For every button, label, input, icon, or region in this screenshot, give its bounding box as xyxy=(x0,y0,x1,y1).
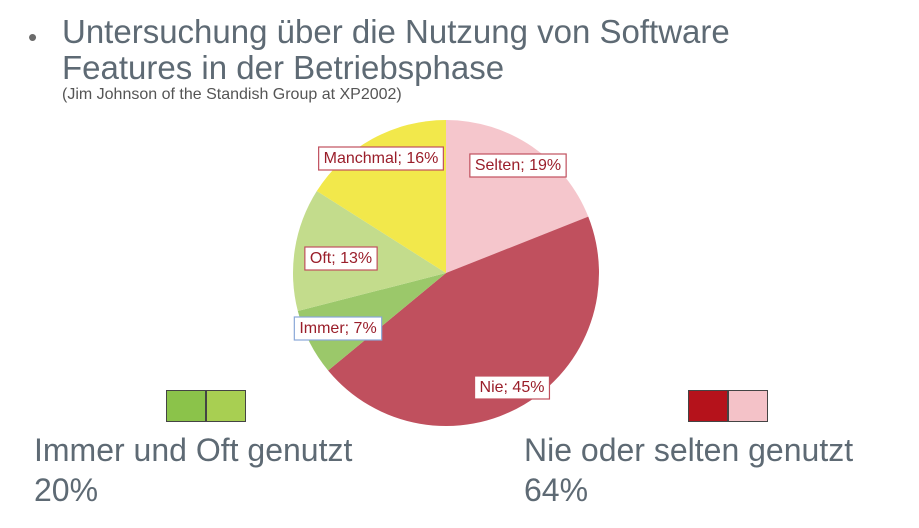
slice-label-box xyxy=(293,316,383,341)
caption-used: Immer und Oft genutzt 20% xyxy=(34,430,352,510)
slice-label-text: Selten; 19% xyxy=(475,157,561,174)
swatch-oft xyxy=(206,390,246,422)
caption-unused-label: Nie oder selten genutzt xyxy=(524,432,854,468)
legend-swatches-unused xyxy=(688,390,768,422)
slice-label-text: Nie; 45% xyxy=(480,379,545,396)
caption-unused: Nie oder selten genutzt 64% xyxy=(524,430,853,510)
slice-label: Manchmal; 16% xyxy=(318,146,444,171)
slide-title: Untersuchung über die Nutzung von Softwa… xyxy=(62,13,730,86)
slice-label-box xyxy=(304,246,378,271)
slice-label-text: Oft; 13% xyxy=(310,250,372,267)
pie-slice xyxy=(328,216,599,427)
slice-label-text: Immer; 7% xyxy=(299,320,376,337)
slice-label-box xyxy=(473,375,551,400)
slice-label: Selten; 19% xyxy=(469,153,567,178)
slice-label-text: Manchmal; 16% xyxy=(324,150,439,167)
caption-used-percent: 20% xyxy=(34,472,99,508)
caption-used-label: Immer und Oft genutzt xyxy=(34,432,353,468)
swatch-immer xyxy=(166,390,206,422)
swatch-nie xyxy=(688,390,728,422)
bullet-point: • xyxy=(28,22,38,52)
slice-label: Nie; 45% xyxy=(473,375,551,400)
swatch-selten xyxy=(728,390,768,422)
slide-subtitle: (Jim Johnson of the Standish Group at XP… xyxy=(62,86,402,103)
caption-unused-percent: 64% xyxy=(524,472,589,508)
slice-label-box xyxy=(469,153,567,178)
slice-label: Oft; 13% xyxy=(304,246,378,271)
slice-label: Immer; 7% xyxy=(293,316,383,341)
slice-label-box xyxy=(318,146,444,171)
legend-swatches-used xyxy=(166,390,246,422)
